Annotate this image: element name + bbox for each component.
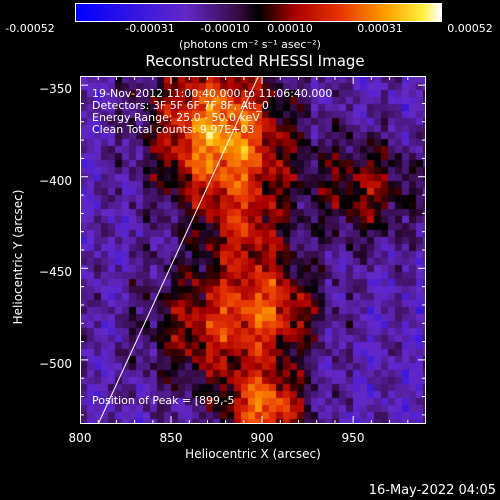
axis-ticks [80,76,426,424]
info-energy-range: Energy Range: 25.0 - 50.0 keV [92,111,260,124]
y-tick-label: −450 [39,265,72,279]
colorbar [75,3,442,22]
y-axis-label: Heliocentric Y (arcsec) [11,189,25,325]
y-tick-label: −350 [39,82,72,96]
date-stamp: 16-May-2022 04:05 [368,483,496,498]
x-tick-label: 900 [250,431,274,445]
x-tick-label: 800 [68,431,92,445]
colorbar-tick: -0.00031 [125,22,175,35]
y-tick-label: −500 [39,357,72,371]
info-time-range: 19-Nov-2012 11:00:40.000 to 11:06:40.000 [92,87,333,100]
peak-position-label: Position of Peak = [899,-5 [92,394,235,407]
info-clean-counts: Clean Total counts: 9.97E+03 [92,123,255,136]
plot-area: 19-Nov-2012 11:00:40.000 to 11:06:40.000… [80,76,426,424]
x-tick-label: 850 [159,431,183,445]
colorbar-tick: -0.00052 [5,22,55,35]
info-detectors: Detectors: 3F 5F 6F 7F 8F, Att_0 [92,99,269,112]
colorbar-tick: 0.00052 [447,22,493,35]
x-axis-label: Heliocentric X (arcsec) [185,447,321,461]
plot-overlay [80,76,426,424]
heatmap-image [80,76,426,424]
colorbar-tick: -0.00010 [200,22,250,35]
y-tick-label: −400 [39,174,72,188]
solar-limb-line [97,76,259,424]
colorbar-tick: 0.00010 [267,22,313,35]
colorbar-tick: 0.00031 [357,22,403,35]
colorbar-units: (photons cm⁻² s⁻¹ asec⁻²) [179,38,321,51]
chart-title: Reconstructed RHESSI Image [145,52,365,70]
x-tick-label: 950 [341,431,365,445]
